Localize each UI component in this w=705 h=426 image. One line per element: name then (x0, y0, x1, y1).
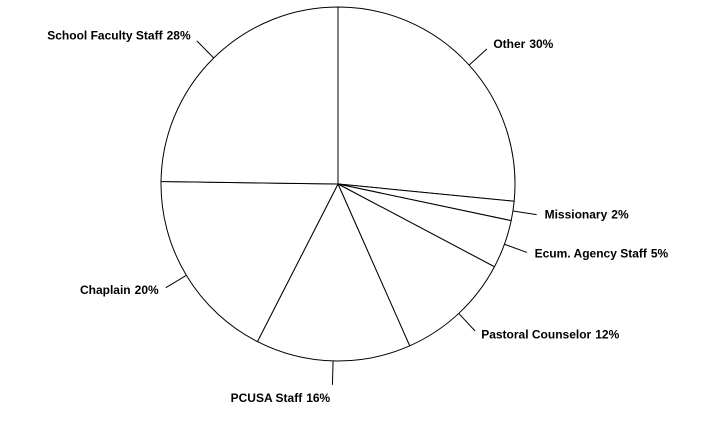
slice-name: Chaplain (80, 283, 131, 297)
slice-name: Pastoral Counselor (481, 328, 591, 342)
pie-slice (336, 182, 496, 347)
pie-slice (256, 182, 411, 362)
slice-value: 5% (651, 247, 669, 261)
slice-label: Other 30% (493, 37, 553, 51)
slice-value: 30% (529, 37, 553, 51)
leader-line (468, 48, 488, 66)
leader-line (331, 360, 334, 385)
leader-line (165, 274, 187, 289)
leader-line (196, 40, 215, 59)
slice-value: 20% (135, 283, 159, 297)
slice-value: 2% (611, 208, 629, 222)
slice-value: 28% (167, 29, 191, 43)
slice-value: 16% (306, 391, 330, 405)
slice-label: Missionary 2% (545, 208, 629, 222)
pie-slice (160, 6, 339, 185)
leader-line (458, 313, 476, 332)
slice-value: 12% (595, 328, 619, 342)
slice-name: School Faculty Staff (47, 29, 163, 43)
slice-name: Ecum. Agency Staff (535, 247, 648, 261)
pie-slice (337, 6, 516, 202)
pie-slice (160, 181, 339, 343)
slice-name: Missionary (545, 208, 608, 222)
leader-line (512, 210, 537, 216)
slice-name: Other (493, 37, 525, 51)
slice-label: PCUSA Staff 16% (231, 391, 331, 405)
slice-label: Chaplain 20% (80, 283, 159, 297)
slice-label: School Faculty Staff 28% (47, 29, 191, 43)
slice-name: PCUSA Staff (231, 391, 304, 405)
leader-line (504, 243, 528, 253)
slice-label: Ecum. Agency Staff 5% (535, 247, 669, 261)
slice-label: Pastoral Counselor 12% (481, 328, 619, 342)
